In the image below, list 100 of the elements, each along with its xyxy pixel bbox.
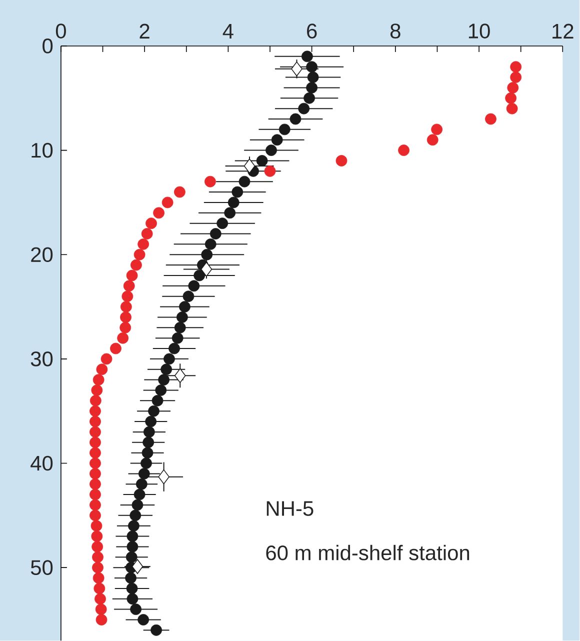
point: [142, 447, 154, 459]
point: [94, 593, 106, 605]
y-tick-label: 0: [42, 38, 53, 54]
point: [290, 113, 302, 125]
annotation: NH-5: [267, 501, 314, 516]
point: [140, 458, 152, 469]
point: [101, 353, 112, 365]
point: [150, 624, 162, 636]
y-tick-label: 30: [31, 352, 53, 366]
point: [145, 416, 157, 428]
point: [164, 353, 176, 365]
point: [125, 572, 137, 584]
y-tick-label: 40: [30, 456, 53, 471]
point: [506, 102, 518, 114]
point: [136, 478, 148, 490]
point: [93, 572, 104, 584]
point: [94, 582, 106, 594]
x-tick-label: 6: [307, 24, 317, 38]
point: [120, 312, 132, 323]
point: [205, 238, 217, 250]
point: [134, 248, 146, 260]
point: [128, 520, 140, 532]
point: [90, 405, 102, 417]
point: [90, 458, 102, 469]
point: [90, 510, 102, 522]
point: [120, 301, 132, 312]
point: [92, 551, 104, 563]
x-tick-label: 2: [140, 24, 150, 38]
point: [224, 207, 236, 219]
point: [485, 113, 497, 125]
point: [266, 144, 278, 156]
y-tick-label: 20: [31, 247, 53, 262]
point: [308, 72, 319, 83]
x-tick-label: 0: [56, 24, 66, 38]
point: [162, 196, 174, 208]
point: [126, 551, 138, 563]
point: [431, 124, 443, 136]
point: [155, 384, 167, 396]
point: [510, 61, 522, 73]
point: [152, 394, 164, 406]
point: [510, 72, 522, 83]
point: [174, 186, 186, 198]
point: [96, 364, 108, 376]
point: [117, 332, 129, 344]
point: [90, 436, 102, 448]
point: [90, 520, 102, 532]
point: [507, 82, 519, 94]
point: [179, 301, 191, 312]
point: [110, 342, 122, 354]
point: [90, 394, 102, 406]
point: [304, 92, 316, 104]
point: [90, 447, 102, 459]
point: [172, 332, 184, 344]
point: [138, 614, 150, 626]
point: [398, 144, 410, 156]
point: [256, 155, 268, 166]
point: [232, 186, 244, 198]
point: [126, 582, 138, 594]
x-tick-label: 4: [223, 24, 234, 38]
point: [138, 238, 150, 250]
point: [124, 280, 135, 292]
point: [91, 384, 103, 396]
point: [153, 207, 165, 219]
point: [200, 262, 212, 277]
point: [92, 562, 104, 574]
point: [92, 541, 104, 552]
point: [210, 228, 222, 240]
x-tick-label: 8: [390, 24, 401, 38]
point: [126, 530, 138, 542]
point: [90, 499, 102, 511]
point: [216, 218, 228, 230]
point: [174, 322, 186, 334]
point: [176, 312, 188, 323]
point: [142, 228, 153, 240]
point: [132, 559, 144, 574]
point: [168, 342, 180, 354]
point: [146, 218, 158, 230]
point: [291, 62, 303, 76]
point: [96, 604, 107, 615]
point: [126, 593, 138, 605]
point: [122, 290, 134, 302]
point: [90, 468, 102, 480]
point: [93, 374, 104, 386]
point: [90, 478, 102, 490]
y-tick-label: 10: [32, 142, 53, 158]
point: [142, 436, 154, 448]
x-tick-label: 10: [469, 24, 490, 38]
point: [126, 541, 138, 552]
point: [505, 92, 517, 104]
point: [90, 488, 102, 500]
point: [130, 604, 142, 615]
point: [427, 134, 439, 146]
point: [96, 614, 108, 626]
point: [90, 426, 102, 438]
point: [174, 368, 186, 384]
point: [298, 102, 310, 114]
y-tick-label: 50: [31, 560, 53, 576]
x-tick-label: 12: [552, 24, 574, 38]
point: [158, 374, 170, 386]
point: [158, 469, 170, 484]
